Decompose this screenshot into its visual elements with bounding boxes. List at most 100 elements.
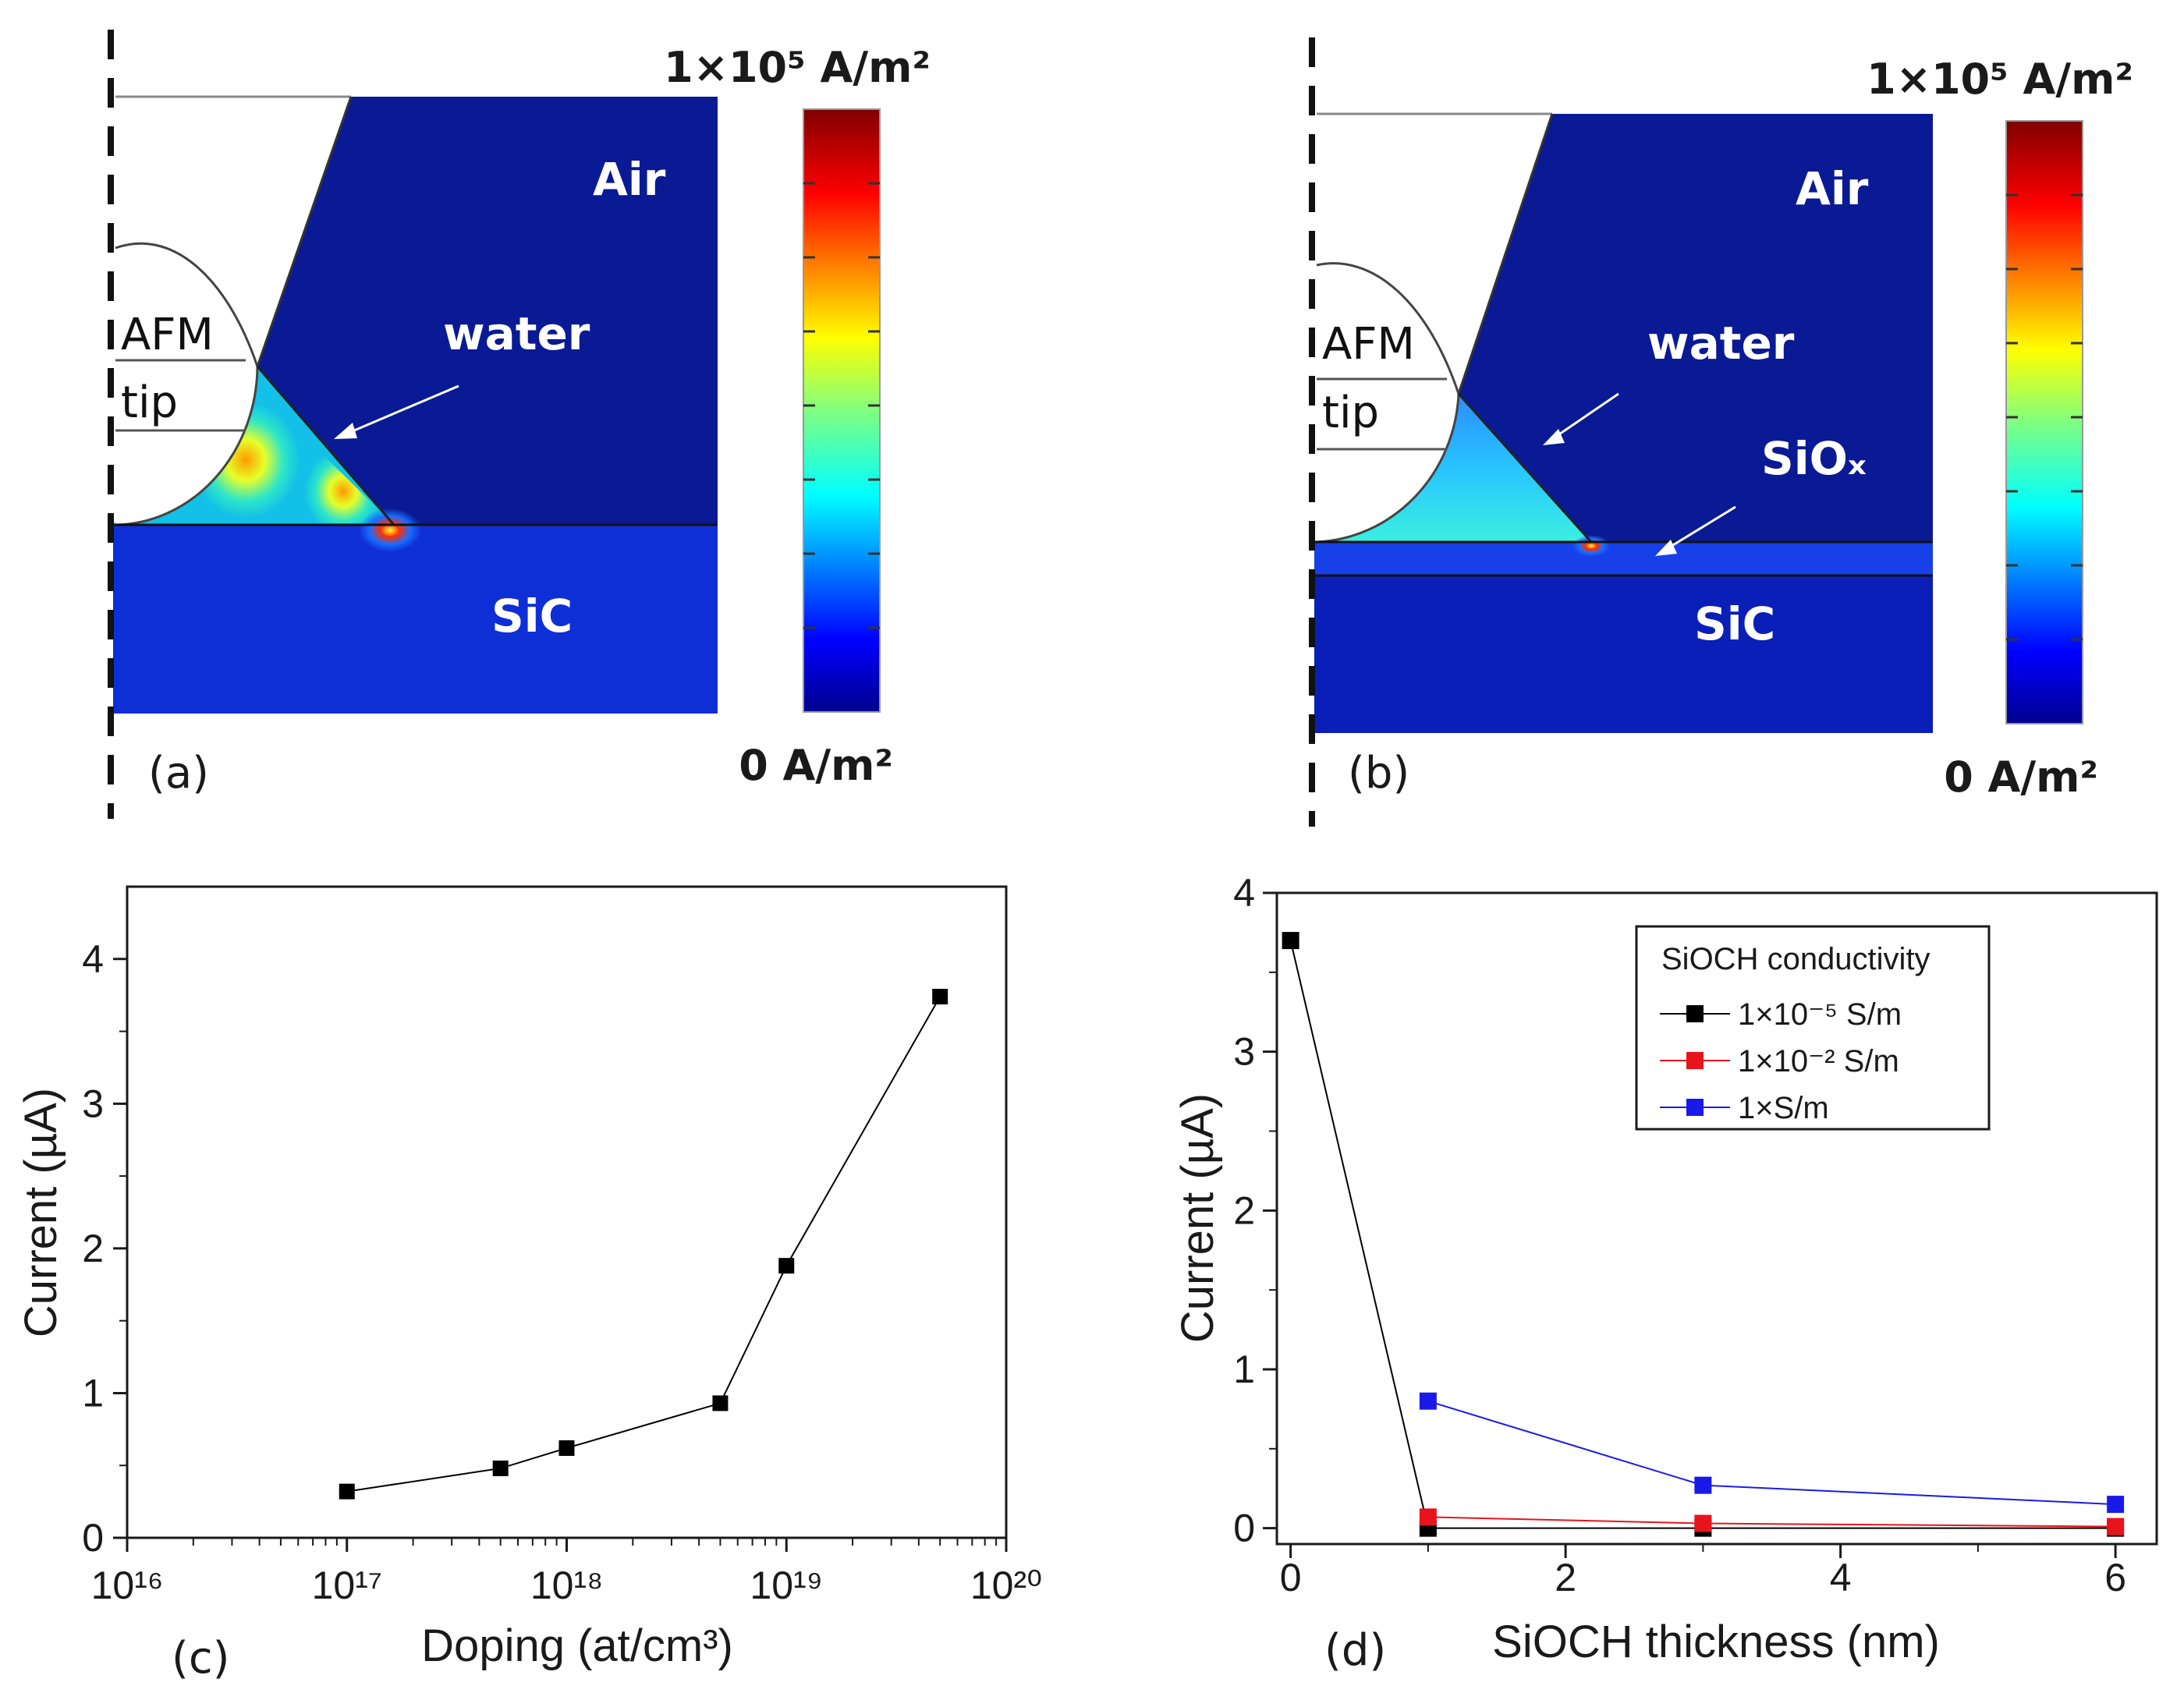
panel-c-x-tick-label: 10¹⁹ [750, 1564, 823, 1607]
panel-d-x-axis-title: SiOCH thickness (nm) [1492, 1617, 1940, 1667]
panel-d-series-line-0 [1289, 940, 2116, 1529]
panel-b-colorbar-min: 0 A/m² [1944, 753, 2098, 802]
panel-b-sic-label: SiC [1694, 597, 1775, 650]
panel-c-data-point [778, 1258, 795, 1274]
panel-d-series-line-2 [1427, 1400, 2116, 1506]
panel-a-colorbar [803, 108, 881, 713]
panel-a-tip-label-2: tip [121, 377, 178, 428]
panel-b-air-region [1459, 114, 1933, 542]
panel-a-tip-label-1: AFM [121, 310, 214, 360]
panel-c-x-axis-title: Doping (at/cm³) [421, 1620, 733, 1671]
panel-b-air-label: Air [1796, 162, 1869, 215]
panel-d-data-point-2 [2107, 1496, 2125, 1514]
panel-d-data-point-1 [1419, 1508, 1437, 1526]
panel-d-x-tick-label: 4 [1830, 1556, 1852, 1599]
panel-b-caption: (b) [1348, 748, 1409, 799]
panel-a-sic-region [113, 525, 718, 714]
panel-b-sic-region [1314, 576, 1933, 733]
panel-c-chart: 10¹⁶ 10¹⁷ 10¹⁸ 10¹⁹ 10²⁰ 0 1 2 3 4 Doping (at/cm… [16, 885, 1042, 1684]
panel-d-legend-title: SiOCH conductivity [1661, 942, 1930, 976]
panel-a-caption: (a) [148, 748, 209, 799]
panel-c-series-line [346, 996, 941, 1493]
panel-c-x-tick-label: 10²⁰ [970, 1564, 1042, 1607]
panel-d-series [1282, 932, 2125, 1537]
panel-d-legend: SiOCH conductivity 1×10⁻⁵ S/m1×10⁻² S/m1… [1635, 925, 1991, 1131]
panel-d-legend-label: 1×10⁻⁵ S/m [1738, 997, 1902, 1032]
panel-a-water-arrow-head [334, 423, 357, 439]
panel-b-tip-label-2: tip [1322, 388, 1379, 438]
panel-d-y-tick-label: 0 [1233, 1507, 1255, 1550]
panel-d-x-tick-label: 2 [1555, 1556, 1576, 1599]
panel-b-water-arrow-head [1543, 429, 1565, 445]
panel-c-y-tick-label: 2 [82, 1227, 104, 1270]
panel-c-caption: (c) [172, 1633, 229, 1684]
panel-d-series-line-1 [1427, 1516, 2116, 1528]
panel-d-y-axis-title: Current (µA) [1172, 1093, 1223, 1343]
panel-d-data-point-0 [1282, 932, 1299, 950]
panel-b-meniscus-edge [1457, 392, 1593, 544]
panel-b-siox-arrow-head [1655, 540, 1677, 556]
panel-d-legend-marker [1686, 1052, 1704, 1069]
panel-d-data-point-1 [2107, 1518, 2125, 1535]
panel-a-hotspot-contact [359, 508, 421, 552]
panel-b-tip-label-1: AFM [1322, 319, 1415, 370]
panel-a-tip-outline-upper [115, 242, 259, 367]
panel-d-plot-frame [1275, 891, 2158, 1546]
panel-a-cantilever-edge [256, 96, 353, 367]
panel-a-air-region [257, 97, 718, 525]
panel-a-water-arrow-line [342, 384, 459, 437]
panel-a-colorbar-ticks [803, 182, 880, 629]
panel-b-colorbar-max: 1×10⁵ A/m² [1867, 55, 2133, 104]
panel-c-y-axis-title: Current (µA) [16, 1088, 66, 1337]
panel-d-y-tick-label: 4 [1233, 871, 1255, 915]
panel-c-y-ticks: 0 1 2 3 4 [82, 937, 127, 1560]
panel-a-water-label: water [443, 307, 590, 360]
panel-a-colorbar-max: 1×10⁵ A/m² [664, 43, 931, 92]
panel-d-data-point-1 [1694, 1514, 1712, 1532]
panel-d-x-tick-label: 6 [2104, 1556, 2126, 1599]
panel-c-data-point [712, 1395, 729, 1411]
panel-d-chart: 0 2 4 6 0 1 2 3 4 SiOCH conductivity 1×10⁻⁵ S/m… [1172, 871, 2158, 1676]
panel-b-siox-label: SiOₓ [1761, 432, 1867, 485]
panel-c-series [339, 989, 948, 1500]
panel-d-y-tick-label: 1 [1233, 1348, 1255, 1391]
panel-a-colorbar-min: 0 A/m² [739, 741, 893, 790]
panel-a: AFM tip Air water SiC 1×10⁵ A/m² 0 A/m² … [108, 30, 931, 819]
panel-d-data-point-2 [1419, 1392, 1437, 1410]
panel-b-hotspot-contact [1572, 535, 1610, 557]
panel-c-data-point [339, 1483, 355, 1500]
panel-c-y-tick-label: 0 [82, 1516, 104, 1560]
panel-c-plot-frame [126, 885, 1008, 1539]
panel-d-legend-marker [1686, 1005, 1704, 1022]
panel-d-caption: (d) [1324, 1625, 1386, 1676]
panel-d-y-tick-label: 2 [1233, 1188, 1255, 1232]
panel-d-legend-entries: 1×10⁻⁵ S/m 1×10⁻² S/m 1×S/m [1660, 997, 1902, 1125]
panel-d-legend-label: 1×10⁻² S/m [1738, 1044, 1899, 1078]
panel-c-x-tick-label: 10¹⁷ [312, 1564, 382, 1607]
panel-b-cantilever-edge [1457, 113, 1554, 395]
panel-c-y-tick-label: 3 [82, 1082, 104, 1125]
panel-c-x-ticks: 10¹⁶ 10¹⁷ 10¹⁸ 10¹⁹ 10²⁰ [91, 1538, 1042, 1607]
panel-b-water-arrow-line [1551, 392, 1619, 441]
panel-c-x-tick-label: 10¹⁸ [530, 1564, 603, 1607]
panel-c-data-point [558, 1440, 575, 1456]
panel-b-colorbar-ticks [2006, 193, 2083, 641]
panel-b-tip-outline-lower [1316, 393, 1460, 544]
panel-a-meniscus-edge [256, 366, 395, 526]
panel-d-data-point-2 [1694, 1476, 1712, 1494]
panel-d-legend-label: 1×S/m [1738, 1091, 1829, 1125]
panel-d-y-tick-label: 3 [1233, 1030, 1255, 1074]
panel-c-y-tick-label: 1 [82, 1371, 104, 1415]
panel-b-colorbar [2005, 120, 2083, 724]
panel-b-tip-body [1317, 263, 1459, 542]
panel-b-water-label: water [1647, 317, 1795, 370]
panel-b-tip-outline-upper [1316, 262, 1460, 395]
panel-a-tip-body [115, 243, 257, 525]
panel-c-y-tick-label: 4 [82, 937, 104, 981]
panel-d-x-tick-label: 0 [1280, 1556, 1302, 1599]
panel-d-legend-marker [1686, 1099, 1704, 1116]
panel-b-siox-layer [1314, 542, 1933, 576]
panel-a-air-label: Air [593, 153, 666, 206]
panel-a-tip-outline-lower [115, 366, 259, 526]
